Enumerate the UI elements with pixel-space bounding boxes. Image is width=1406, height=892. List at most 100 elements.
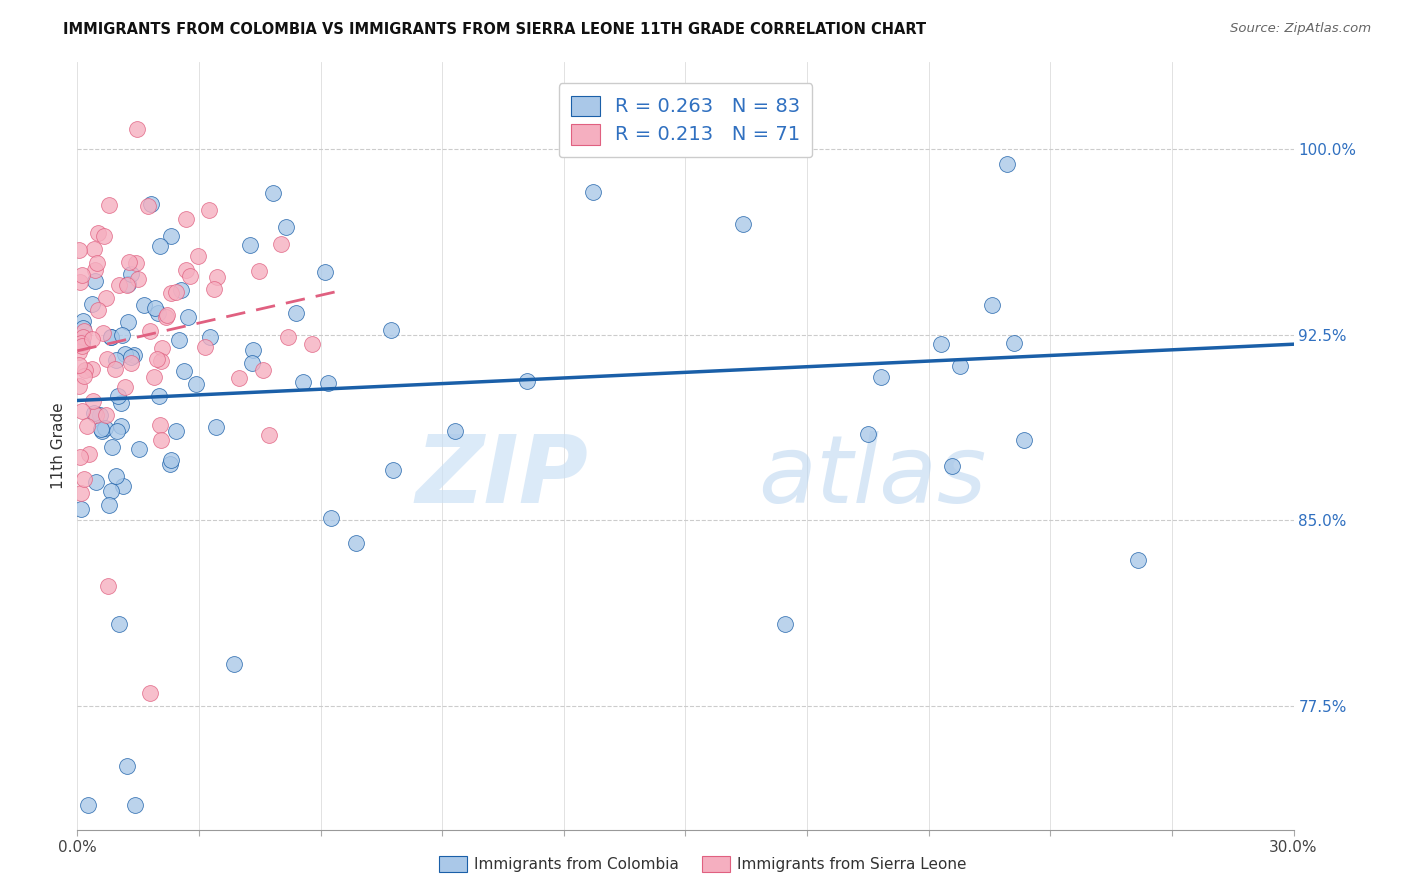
Point — [72, 320, 94, 334]
Point — [929, 337, 952, 351]
Point — [516, 374, 538, 388]
Point — [91, 326, 114, 340]
Point — [125, 122, 148, 136]
Point — [274, 219, 297, 234]
Point — [80, 332, 103, 346]
Point — [301, 336, 323, 351]
Point — [98, 498, 121, 512]
Point — [186, 249, 208, 263]
Point — [239, 238, 262, 252]
Point — [69, 450, 91, 464]
Point — [773, 617, 796, 632]
Point — [139, 197, 162, 211]
Point — [122, 348, 145, 362]
Point — [115, 759, 138, 773]
Point — [117, 315, 139, 329]
Point — [94, 408, 117, 422]
Point — [285, 306, 308, 320]
Point — [202, 282, 225, 296]
Y-axis label: 11th Grade: 11th Grade — [51, 402, 66, 490]
Text: IMMIGRANTS FROM COLOMBIA VS IMMIGRANTS FROM SIERRA LEONE 11TH GRADE CORRELATION : IMMIGRANTS FROM COLOMBIA VS IMMIGRANTS F… — [63, 22, 927, 37]
Point — [150, 341, 173, 355]
Point — [179, 269, 201, 284]
Point — [582, 185, 605, 199]
Point — [70, 485, 93, 500]
Text: Source: ZipAtlas.com: Source: ZipAtlas.com — [1230, 22, 1371, 36]
Point — [67, 345, 90, 359]
Point — [77, 447, 100, 461]
Text: ZIP: ZIP — [415, 431, 588, 523]
Point — [94, 421, 117, 435]
Point — [252, 363, 274, 377]
Point — [70, 339, 93, 353]
Point — [136, 199, 159, 213]
Point — [145, 301, 167, 315]
Point — [70, 268, 93, 282]
Point — [128, 442, 150, 456]
Point — [443, 424, 465, 438]
Point — [228, 371, 250, 385]
Point — [257, 428, 280, 442]
Point — [104, 361, 127, 376]
Point — [72, 334, 94, 349]
Point — [856, 426, 879, 441]
Point — [111, 328, 134, 343]
Point — [83, 406, 105, 420]
Point — [83, 242, 105, 256]
Point — [80, 296, 103, 310]
Point — [277, 329, 299, 343]
Point — [67, 359, 90, 373]
Point — [127, 272, 149, 286]
Point — [100, 330, 122, 344]
Point — [731, 217, 754, 231]
Point — [73, 472, 96, 486]
Point — [995, 157, 1018, 171]
Point — [69, 275, 91, 289]
Point — [207, 270, 229, 285]
Point — [114, 347, 136, 361]
Point — [83, 274, 105, 288]
Point — [82, 393, 104, 408]
Legend: R = 0.263   N = 83, R = 0.213   N = 71: R = 0.263 N = 83, R = 0.213 N = 71 — [558, 83, 813, 157]
Point — [73, 325, 96, 339]
Point — [198, 330, 221, 344]
Point — [97, 579, 120, 593]
Point — [107, 389, 129, 403]
Point — [117, 277, 139, 292]
Point — [734, 137, 756, 152]
Point — [314, 265, 336, 279]
Point — [150, 354, 173, 368]
Point — [117, 277, 139, 292]
Point — [120, 267, 142, 281]
Point — [117, 254, 139, 268]
Point — [146, 306, 169, 320]
Point — [319, 511, 342, 525]
Point — [380, 323, 402, 337]
Point — [869, 370, 891, 384]
Point — [949, 359, 972, 373]
Point — [72, 403, 94, 417]
Point — [76, 797, 98, 812]
Point — [112, 479, 135, 493]
Point — [90, 422, 112, 436]
Point — [70, 335, 93, 350]
Point — [125, 256, 148, 270]
Point — [177, 310, 200, 324]
Point — [155, 310, 177, 324]
Point — [124, 797, 146, 812]
Point — [73, 368, 96, 383]
Point — [194, 340, 217, 354]
Point — [139, 324, 162, 338]
Point — [86, 256, 108, 270]
Point — [186, 376, 208, 391]
Point — [110, 396, 132, 410]
Point — [105, 469, 128, 483]
Point — [204, 420, 226, 434]
Point — [108, 617, 131, 632]
Point — [72, 314, 94, 328]
Point — [105, 353, 128, 368]
Point — [67, 243, 90, 257]
Point — [101, 440, 124, 454]
Point — [316, 376, 339, 391]
Point — [156, 308, 179, 322]
